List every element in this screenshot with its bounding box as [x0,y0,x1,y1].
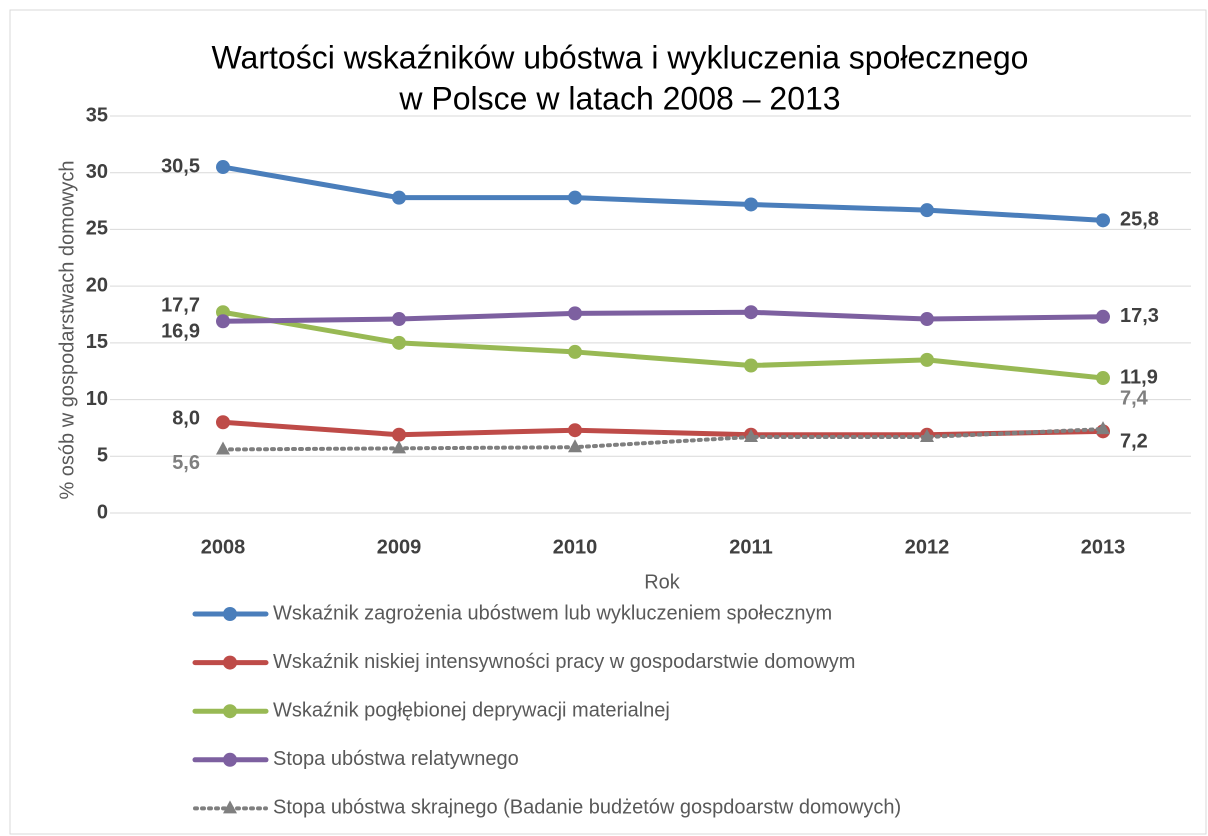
point [1096,213,1110,228]
legend-label: Stopa ubóstwa skrajnego (Badanie budżetó… [273,797,901,819]
point [392,190,406,205]
y-tick-label: 5 [97,445,108,467]
y-tick-label: 30 [86,161,108,183]
point [920,429,934,443]
series-line [220,309,1106,381]
point [568,190,582,205]
series-line [220,164,1106,223]
legend-label: Wskaźnik pogłębionej deprywacji material… [273,699,670,721]
legend-marker [223,655,237,670]
value-label: 5,6 [172,452,200,474]
series-line [220,309,1106,324]
x-tick-label: 2008 [201,536,246,558]
point [920,352,934,367]
value-label: 7,2 [1120,431,1148,453]
point [744,358,758,373]
point [216,160,230,175]
point [216,415,230,430]
point [392,312,406,327]
point [568,439,582,453]
chart-title: Wartości wskaźników ubóstwa i wykluczeni… [212,39,1029,75]
x-tick-label: 2011 [729,536,772,558]
y-tick-label: 0 [97,501,108,523]
value-label: 8,0 [172,408,200,430]
chart-frame [9,9,1207,835]
legend-marker [223,752,237,767]
point [568,344,582,359]
legend-marker [223,800,237,814]
value-label: 11,9 [1120,366,1158,388]
y-axis-label: % osób w gospodarstwach domowych [56,160,78,499]
point [1096,421,1110,435]
x-tick-label: 2010 [553,536,598,558]
chart-title: w Polsce w latach 2008 – 2013 [398,80,840,116]
point [920,312,934,327]
x-tick-label: 2012 [905,536,950,558]
value-label: 25,8 [1120,209,1159,231]
legend-marker [223,704,237,719]
y-tick-label: 20 [86,274,108,296]
point [392,427,406,442]
point [920,203,934,218]
legend-label: Wskaźnik niskiej intensywności pracy w g… [273,651,855,673]
point [1096,371,1110,386]
point [216,441,230,455]
value-label: 17,7 [161,295,200,317]
point [744,305,758,320]
x-tick-label: 2009 [377,536,422,558]
legend-marker [223,607,237,621]
y-tick-label: 10 [86,388,108,410]
x-axis-label: Rok [644,571,681,593]
value-label: 30,5 [161,155,200,177]
legend-label: Stopa ubóstwa relatywnego [273,748,519,770]
point [568,423,582,438]
value-label: 16,9 [161,321,200,343]
series-line [221,427,1105,452]
value-label: 7,4 [1120,387,1149,409]
point [1096,309,1110,324]
point [744,197,758,212]
point [568,306,582,321]
point [392,440,406,454]
point [392,335,406,350]
y-tick-label: 25 [86,218,108,240]
point [744,429,758,443]
x-tick-label: 2013 [1081,536,1126,558]
value-label: 17,3 [1120,305,1159,327]
y-tick-label: 15 [86,331,108,353]
y-tick-label: 35 [86,104,108,126]
legend-label: Wskaźnik zagrożenia ubóstwem lub wyklucz… [273,602,832,624]
point [216,314,230,329]
